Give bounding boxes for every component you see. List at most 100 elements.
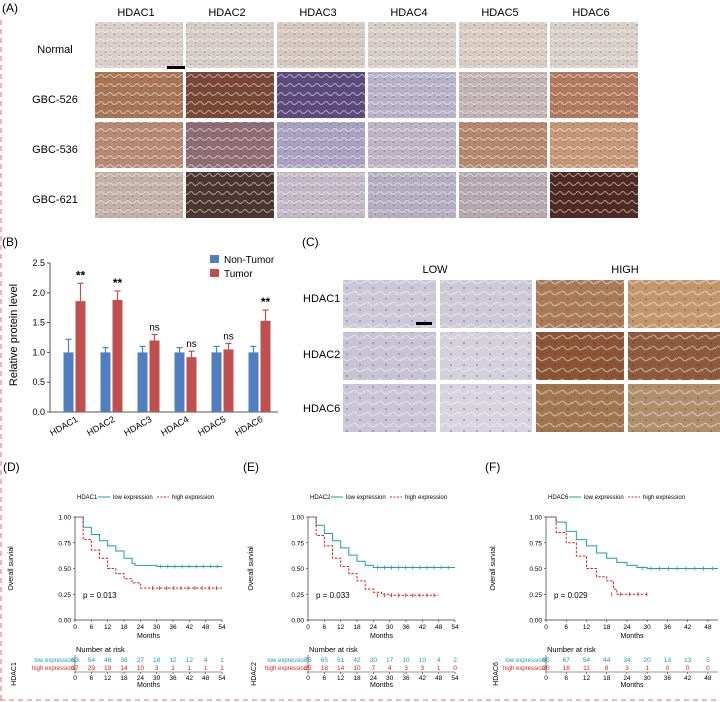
x-tick-label: HDAC6 bbox=[233, 414, 264, 438]
row-label: GBC-536 bbox=[32, 144, 78, 156]
km-x-axis-label: Months bbox=[621, 633, 644, 640]
risk-value: 8 bbox=[605, 665, 609, 672]
km-x-tick-label: 24 bbox=[370, 624, 378, 631]
significance-label: ** bbox=[113, 276, 123, 290]
ihc-texture bbox=[186, 122, 274, 168]
km-x-tick-label: 0 bbox=[544, 624, 548, 631]
bar-tumor-hdac5 bbox=[223, 349, 234, 412]
ihc-texture bbox=[550, 172, 638, 218]
risk-value: 1 bbox=[437, 665, 441, 672]
km-x-tick-label: 48 bbox=[202, 624, 210, 631]
risk-x-tick-label: 54 bbox=[218, 675, 226, 682]
legend-label-low: low expression bbox=[113, 495, 153, 501]
y-tick-label: 2.0 bbox=[32, 288, 45, 298]
risk-table-gene: HDAC1 bbox=[11, 662, 18, 686]
panel-a-row-labels: Normal GBC-526 GBC-536 GBC-621 bbox=[32, 44, 78, 206]
risk-value: 34 bbox=[623, 657, 631, 664]
risk-value: 46 bbox=[104, 657, 112, 664]
km-y-tick-label: 0.00 bbox=[58, 618, 71, 625]
km-x-tick-label: 24 bbox=[623, 624, 631, 631]
row-label: HDAC6 bbox=[303, 403, 340, 415]
km-x-tick-label: 54 bbox=[218, 624, 226, 631]
risk-value: 14 bbox=[120, 665, 128, 672]
km-y-tick-label: 0.50 bbox=[58, 566, 71, 573]
km-y-tick-label: 1.00 bbox=[529, 515, 542, 522]
km-x-axis-label: Months bbox=[370, 633, 393, 640]
y-tick-label: 0.5 bbox=[32, 377, 45, 387]
low-label: LOW bbox=[422, 264, 448, 276]
x-tick-label: HDAC3 bbox=[122, 414, 153, 438]
risk-value: 3 bbox=[421, 665, 425, 672]
ihc-texture bbox=[459, 22, 547, 68]
km-y-tick-label: 0.75 bbox=[529, 540, 542, 547]
risk-value: 30 bbox=[370, 657, 378, 664]
km-x-tick-label: 48 bbox=[435, 624, 443, 631]
km-x-tick-label: 42 bbox=[186, 624, 194, 631]
bar-non-tumor-hdac4 bbox=[174, 352, 185, 412]
risk-value: 10 bbox=[137, 665, 145, 672]
ihc-texture bbox=[440, 280, 532, 328]
ihc-texture bbox=[343, 332, 436, 380]
ihc-texture bbox=[550, 72, 638, 118]
panel-a-column-headers: HDAC1 HDAC2 HDAC3 HDAC4 HDAC5 HDAC6 bbox=[117, 7, 609, 19]
risk-x-tick-label: 0 bbox=[73, 675, 77, 682]
bar-non-tumor-hdac2 bbox=[100, 352, 111, 412]
km-x-tick-label: 12 bbox=[104, 624, 112, 631]
risk-x-tick-label: 30 bbox=[644, 675, 652, 682]
ihc-texture bbox=[368, 72, 456, 118]
risk-value: 1 bbox=[220, 665, 224, 672]
risk-value: 14 bbox=[337, 665, 345, 672]
risk-value: 1 bbox=[645, 665, 649, 672]
ihc-texture bbox=[95, 22, 183, 68]
col-header: HDAC5 bbox=[481, 7, 518, 19]
row-label: Normal bbox=[37, 44, 72, 56]
risk-row-label: high expression bbox=[265, 666, 307, 672]
km-x-tick-label: 42 bbox=[684, 624, 692, 631]
km-x-tick-label: 0 bbox=[306, 624, 310, 631]
ihc-texture bbox=[368, 22, 456, 68]
legend-swatch-tumor bbox=[210, 269, 219, 277]
risk-value: 1 bbox=[220, 657, 224, 664]
risk-row-label: high expression bbox=[503, 666, 545, 672]
km-y-tick-label: 0.50 bbox=[529, 566, 542, 573]
ihc-texture bbox=[536, 384, 624, 432]
risk-value: 12 bbox=[169, 657, 177, 664]
ihc-texture bbox=[95, 172, 183, 218]
km-x-tick-label: 6 bbox=[564, 624, 568, 631]
km-curve-low bbox=[308, 516, 455, 568]
legend-swatch-non-tumor bbox=[210, 255, 219, 263]
ihc-texture bbox=[459, 172, 547, 218]
panel-c: (C) LOW HIGH HDAC1 HDAC2 HDAC6 bbox=[302, 235, 720, 432]
risk-value: 11 bbox=[583, 665, 590, 672]
risk-x-tick-label: 42 bbox=[186, 675, 194, 682]
risk-value: 38 bbox=[120, 657, 128, 664]
high-label: HIGH bbox=[611, 264, 639, 276]
risk-value: 16 bbox=[563, 665, 571, 672]
panel-c-image-grid bbox=[343, 280, 720, 432]
y-tick-label: 2.5 bbox=[32, 258, 45, 268]
panel-label: (E) bbox=[243, 460, 259, 474]
ihc-texture bbox=[628, 332, 720, 380]
risk-value: 3 bbox=[625, 665, 629, 672]
ihc-texture bbox=[277, 172, 365, 218]
legend-label-low: low expression bbox=[584, 495, 624, 501]
x-tick-label: HDAC5 bbox=[196, 414, 227, 438]
risk-table-gene: HDAC6 bbox=[493, 662, 500, 686]
y-tick-label: 1.5 bbox=[32, 318, 45, 328]
risk-value: 3 bbox=[404, 665, 408, 672]
significance-label: ns bbox=[186, 339, 197, 350]
row-label: GBC-526 bbox=[32, 94, 78, 106]
risk-value: 20 bbox=[644, 657, 652, 664]
risk-row-label: low expression bbox=[267, 658, 307, 664]
ihc-texture bbox=[186, 22, 274, 68]
risk-x-tick-label: 0 bbox=[544, 675, 548, 682]
panel-a: (A) HDAC1 HDAC2 HDAC3 HDAC4 HDAC5 HDAC6 … bbox=[2, 1, 638, 218]
risk-value: 17 bbox=[386, 657, 394, 664]
bar-tumor-hdac4 bbox=[186, 357, 197, 412]
col-header: HDAC3 bbox=[299, 7, 336, 19]
ihc-texture bbox=[628, 384, 720, 432]
scale-bar bbox=[416, 322, 432, 325]
bar-chart: 0.0 0.5 1.0 1.5 2.0 2.5 ** HDAC1 ** HDAC2 ns HDAC3 n… bbox=[32, 258, 278, 438]
km-y-axis-label: Overall survial bbox=[8, 546, 15, 591]
scale-bar bbox=[167, 66, 185, 69]
